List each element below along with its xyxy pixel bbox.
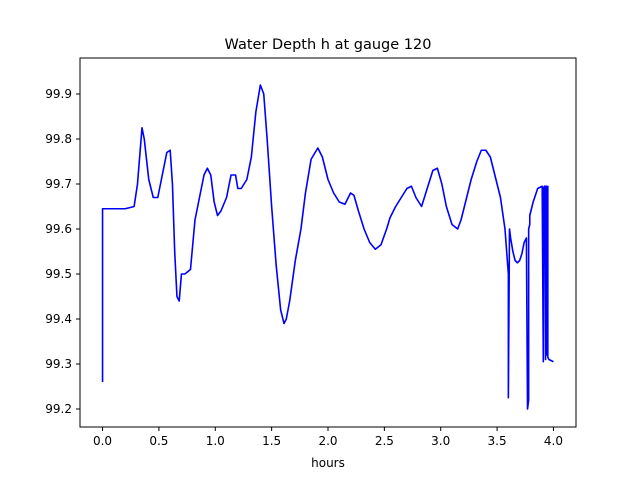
x-tick-label: 4.0	[544, 434, 563, 448]
chart-title: Water Depth h at gauge 120	[225, 37, 432, 53]
y-tick-label: 99.4	[45, 312, 72, 326]
x-tick-label: 1.5	[262, 434, 281, 448]
y-tick-label: 99.3	[45, 357, 72, 371]
x-tick-label: 2.0	[318, 434, 337, 448]
series-line-0	[101, 84, 554, 410]
plot-area	[101, 84, 554, 410]
x-tick-label: 2.5	[375, 434, 394, 448]
y-tick-label: 99.2	[45, 402, 72, 416]
y-tick-label: 99.6	[45, 222, 72, 236]
y-tick-label: 99.7	[45, 177, 72, 191]
y-tick-label: 99.9	[45, 87, 72, 101]
x-tick-label: 0.0	[93, 434, 112, 448]
y-axis: 99.2 99.3 99.4 99.5 99.6 99.7 99.8 99.9	[45, 87, 80, 416]
y-tick-label: 99.5	[45, 267, 72, 281]
x-tick-label: 0.5	[149, 434, 168, 448]
x-tick-label: 1.0	[206, 434, 225, 448]
x-axis-label: hours	[311, 456, 345, 470]
x-tick-label: 3.5	[488, 434, 507, 448]
x-axis: 0.0 0.5 1.0 1.5 2.0 2.5 3.0 3.5 4.0	[93, 427, 563, 448]
axes-frame	[79, 57, 577, 428]
y-tick-label: 99.8	[45, 132, 72, 146]
x-tick-label: 3.0	[431, 434, 450, 448]
